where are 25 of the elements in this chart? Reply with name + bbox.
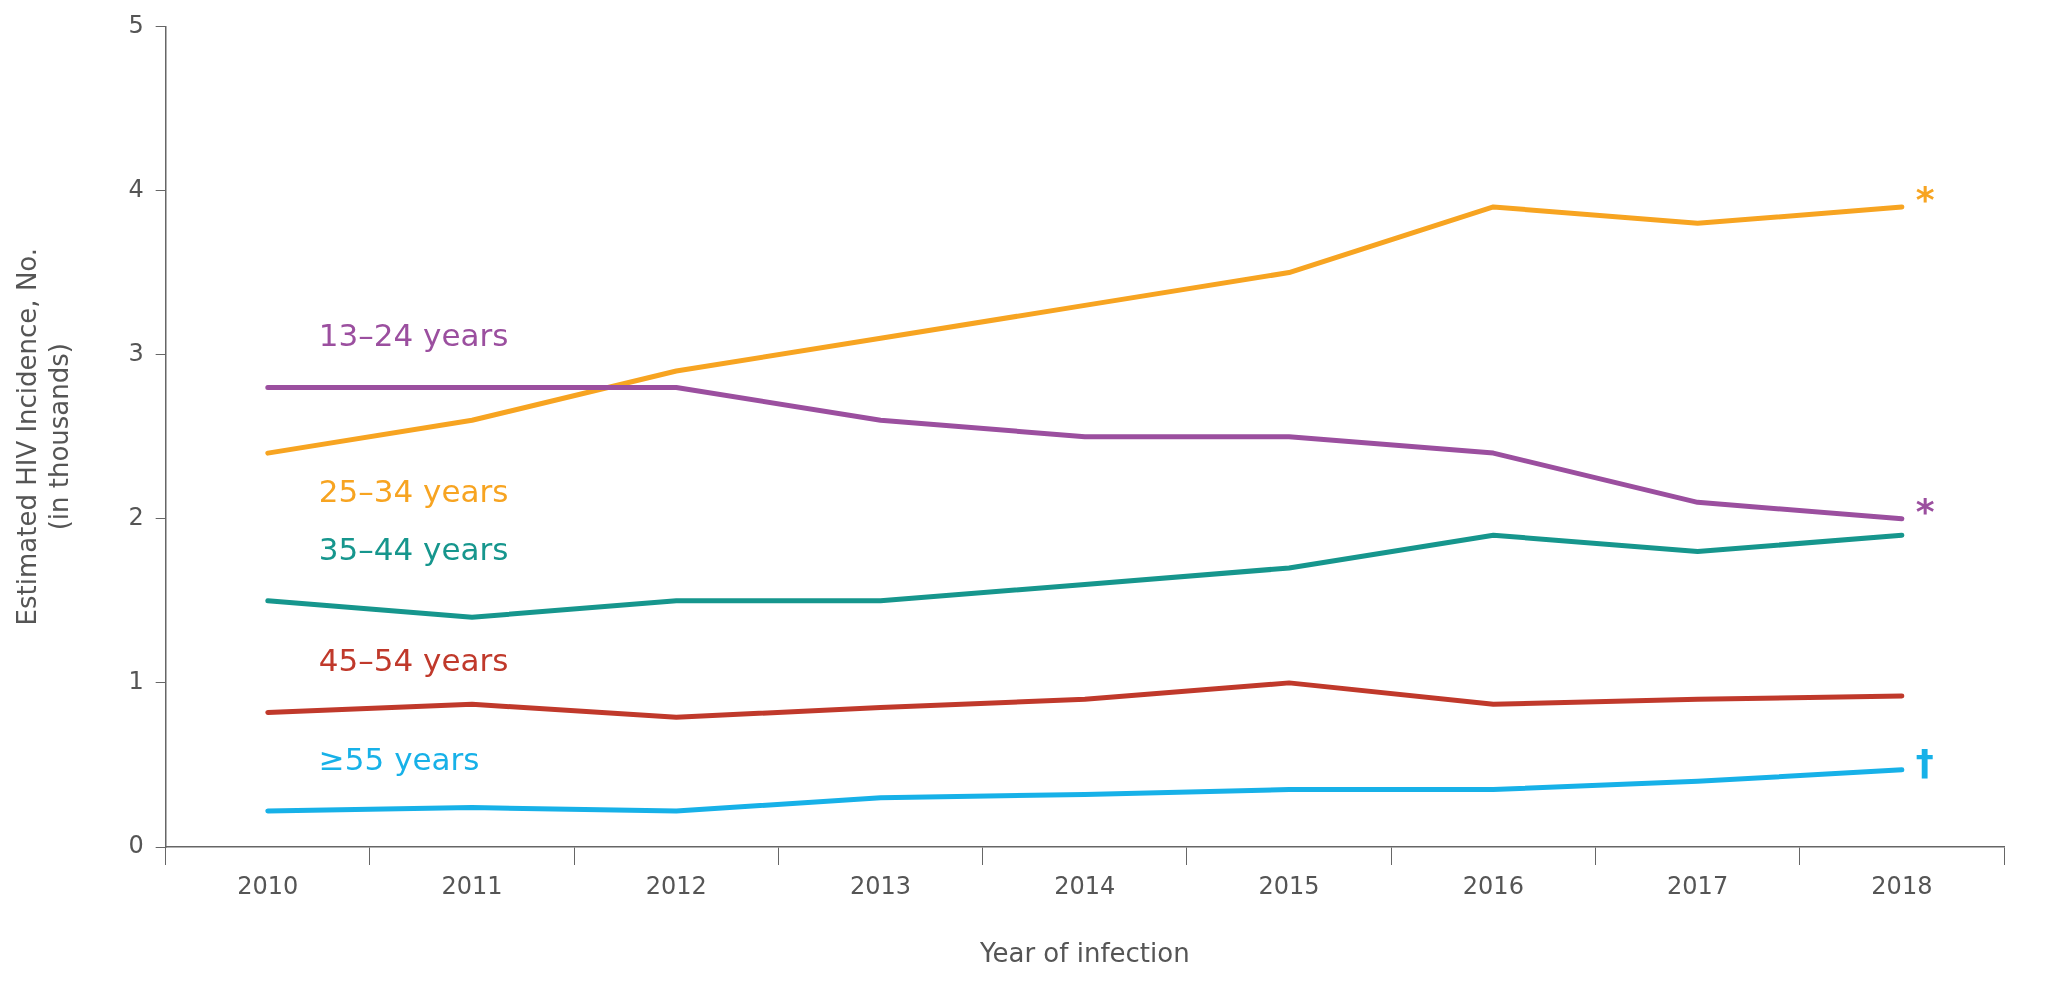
x-tick-label: 2012 bbox=[645, 871, 707, 900]
annotation: † bbox=[1915, 742, 1934, 784]
series-label: 13–24 years bbox=[318, 317, 509, 354]
series-label: 35–44 years bbox=[318, 530, 509, 567]
series-label: 25–34 years bbox=[318, 473, 509, 510]
y-tick-label: 3 bbox=[128, 338, 144, 367]
y-tick-label: 1 bbox=[128, 667, 144, 696]
y-axis-title: Estimated HIV Incidence, No. (in thousands) bbox=[12, 247, 74, 626]
series-label: ≥55 years bbox=[318, 740, 480, 777]
x-tick-label: 2015 bbox=[1258, 871, 1320, 900]
y-tick-label: 5 bbox=[128, 10, 144, 39]
series-label: 45–54 years bbox=[318, 642, 509, 679]
y-tick-label: 4 bbox=[128, 174, 144, 203]
x-tick-label: 2018 bbox=[1871, 871, 1933, 900]
x-tick-label: 2016 bbox=[1462, 871, 1524, 900]
x-tick-label: 2010 bbox=[237, 871, 299, 900]
x-tick-label: 2014 bbox=[1054, 871, 1116, 900]
annotation: * bbox=[1915, 179, 1935, 221]
x-tick-label: 2017 bbox=[1667, 871, 1729, 900]
x-tick-label: 2011 bbox=[441, 871, 503, 900]
y-tick-label: 0 bbox=[128, 831, 144, 860]
x-axis-title: Year of infection bbox=[979, 938, 1190, 969]
annotation: * bbox=[1915, 491, 1935, 533]
x-tick-label: 2013 bbox=[850, 871, 912, 900]
y-tick-label: 2 bbox=[128, 502, 144, 531]
